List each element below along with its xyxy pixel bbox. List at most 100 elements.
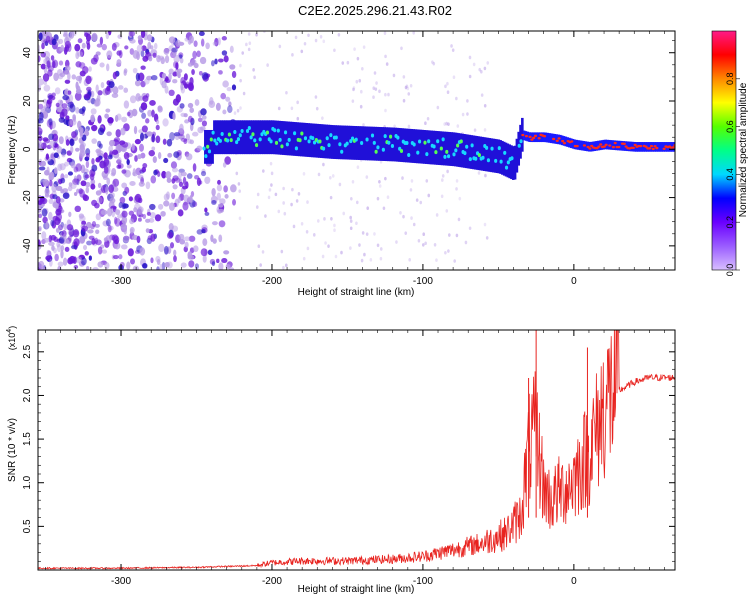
spectrogram-cell	[277, 209, 281, 214]
spectrogram-cell	[106, 63, 110, 72]
ridge-peak	[649, 144, 654, 148]
spectrogram-cell	[91, 164, 98, 172]
spectrogram-cell	[60, 245, 65, 252]
spectrogram-cell	[42, 98, 47, 104]
ridge-cell	[595, 141, 598, 151]
ridge-peak	[207, 149, 212, 154]
spectrogram-cell	[356, 56, 360, 61]
spectrogram-cell	[45, 220, 49, 230]
spectrogram-cell	[456, 124, 460, 128]
ridge-peak	[604, 143, 608, 147]
spectrogram-cell	[168, 202, 175, 211]
spectrogram-cell	[50, 219, 55, 227]
spectrogram-cell	[379, 256, 383, 261]
ridge-peak	[300, 131, 304, 136]
ridge-peak	[644, 145, 648, 148]
spectrogram-cell	[134, 138, 142, 145]
spectrogram-cell	[104, 239, 110, 248]
ridge-cell	[220, 120, 223, 155]
spectrogram-cell	[58, 60, 64, 66]
spectrogram-cell	[61, 153, 66, 158]
ridge-cell	[280, 120, 283, 155]
spectrogram-cell	[448, 233, 451, 237]
spectrogram-cell	[179, 239, 186, 245]
spectrogram-cell	[169, 131, 175, 141]
spectrogram-cell	[38, 213, 43, 219]
spectrogram-cell	[177, 209, 184, 217]
ridge-peak	[206, 144, 210, 149]
ridge-cell	[464, 134, 468, 169]
spectrogram-cell	[161, 170, 167, 179]
spectrogram-cell	[75, 81, 79, 90]
spectrogram-cell	[247, 47, 251, 52]
ridge-cell	[392, 127, 396, 162]
spectrogram-cell	[262, 169, 265, 173]
ridge-cell	[437, 131, 441, 165]
spectrogram-cell	[99, 195, 104, 205]
spectrogram-cell	[172, 79, 178, 84]
spectrogram-cell	[239, 78, 242, 83]
ridge-cell	[405, 128, 408, 163]
ridge-cell	[312, 123, 316, 158]
spectrogram-cell	[172, 98, 179, 106]
spectrogram-cell	[274, 192, 278, 197]
spectrogram-cell	[156, 258, 161, 265]
spectrogram-cell	[99, 62, 105, 68]
spectrogram-cell	[166, 177, 172, 183]
spectrogram-cell	[123, 68, 128, 74]
ridge-peak	[671, 146, 675, 149]
ridge-peak	[655, 146, 659, 150]
ridge-peak	[387, 140, 391, 145]
spectrogram-cell	[194, 174, 200, 180]
spectrogram-cell	[228, 101, 232, 107]
spectrogram-cell	[319, 34, 323, 39]
ridge-peak	[209, 137, 213, 142]
spectrogram-cell	[419, 200, 423, 205]
spectrogram-cell	[165, 171, 172, 179]
spectrogram-cell	[159, 263, 163, 270]
spectrogram-cell	[47, 65, 54, 72]
spectrogram-cell	[38, 103, 44, 110]
spectrogram-cell	[60, 221, 65, 228]
ridge-cell	[575, 139, 578, 150]
ridge-cell	[243, 120, 247, 155]
spectrogram-cell	[106, 85, 111, 92]
spectrogram-cell	[200, 170, 207, 177]
spectrogram-cell	[40, 63, 46, 70]
spectrogram-cell	[161, 80, 167, 89]
spectrogram-cell	[120, 244, 128, 250]
spectrogram-cell	[106, 50, 113, 59]
ridge-cell	[611, 140, 615, 150]
ridge-cell	[631, 141, 635, 152]
spectrogram-cell	[54, 253, 59, 262]
spectrogram-cell	[483, 128, 487, 132]
x-tick-label: -200	[262, 276, 282, 287]
spectrogram-cell	[73, 238, 80, 247]
spectrogram-cell	[166, 138, 173, 147]
ridge-peak	[416, 150, 420, 155]
spectrogram-cell	[296, 116, 300, 121]
spectrogram-cell	[121, 116, 128, 123]
spectrogram-cell	[162, 138, 167, 145]
spectrogram-cell	[407, 92, 411, 96]
spectrogram-cell	[42, 137, 49, 142]
spectrogram-cell	[136, 235, 141, 244]
ridge-cell	[577, 140, 580, 150]
spectrogram-cell	[93, 99, 100, 107]
spectrogram-cell	[128, 196, 133, 202]
spectrogram-cell	[223, 185, 228, 193]
spectrogram-cell	[149, 45, 154, 50]
spectrogram-cell	[130, 258, 135, 265]
ridge-peak	[390, 144, 395, 149]
ridge-peak	[486, 158, 491, 163]
ridge-peak	[303, 136, 308, 141]
ridge-cell	[415, 129, 419, 164]
ridge-cell	[511, 146, 515, 180]
spectrogram-cell	[366, 206, 370, 211]
spectrogram-cell	[219, 198, 226, 205]
spectrogram-cell	[135, 93, 141, 102]
spectrogram-cell	[121, 141, 129, 148]
spectrogram-cell	[200, 248, 208, 257]
spectrogram-cell	[211, 188, 216, 197]
spectrogram-cell	[185, 153, 193, 161]
